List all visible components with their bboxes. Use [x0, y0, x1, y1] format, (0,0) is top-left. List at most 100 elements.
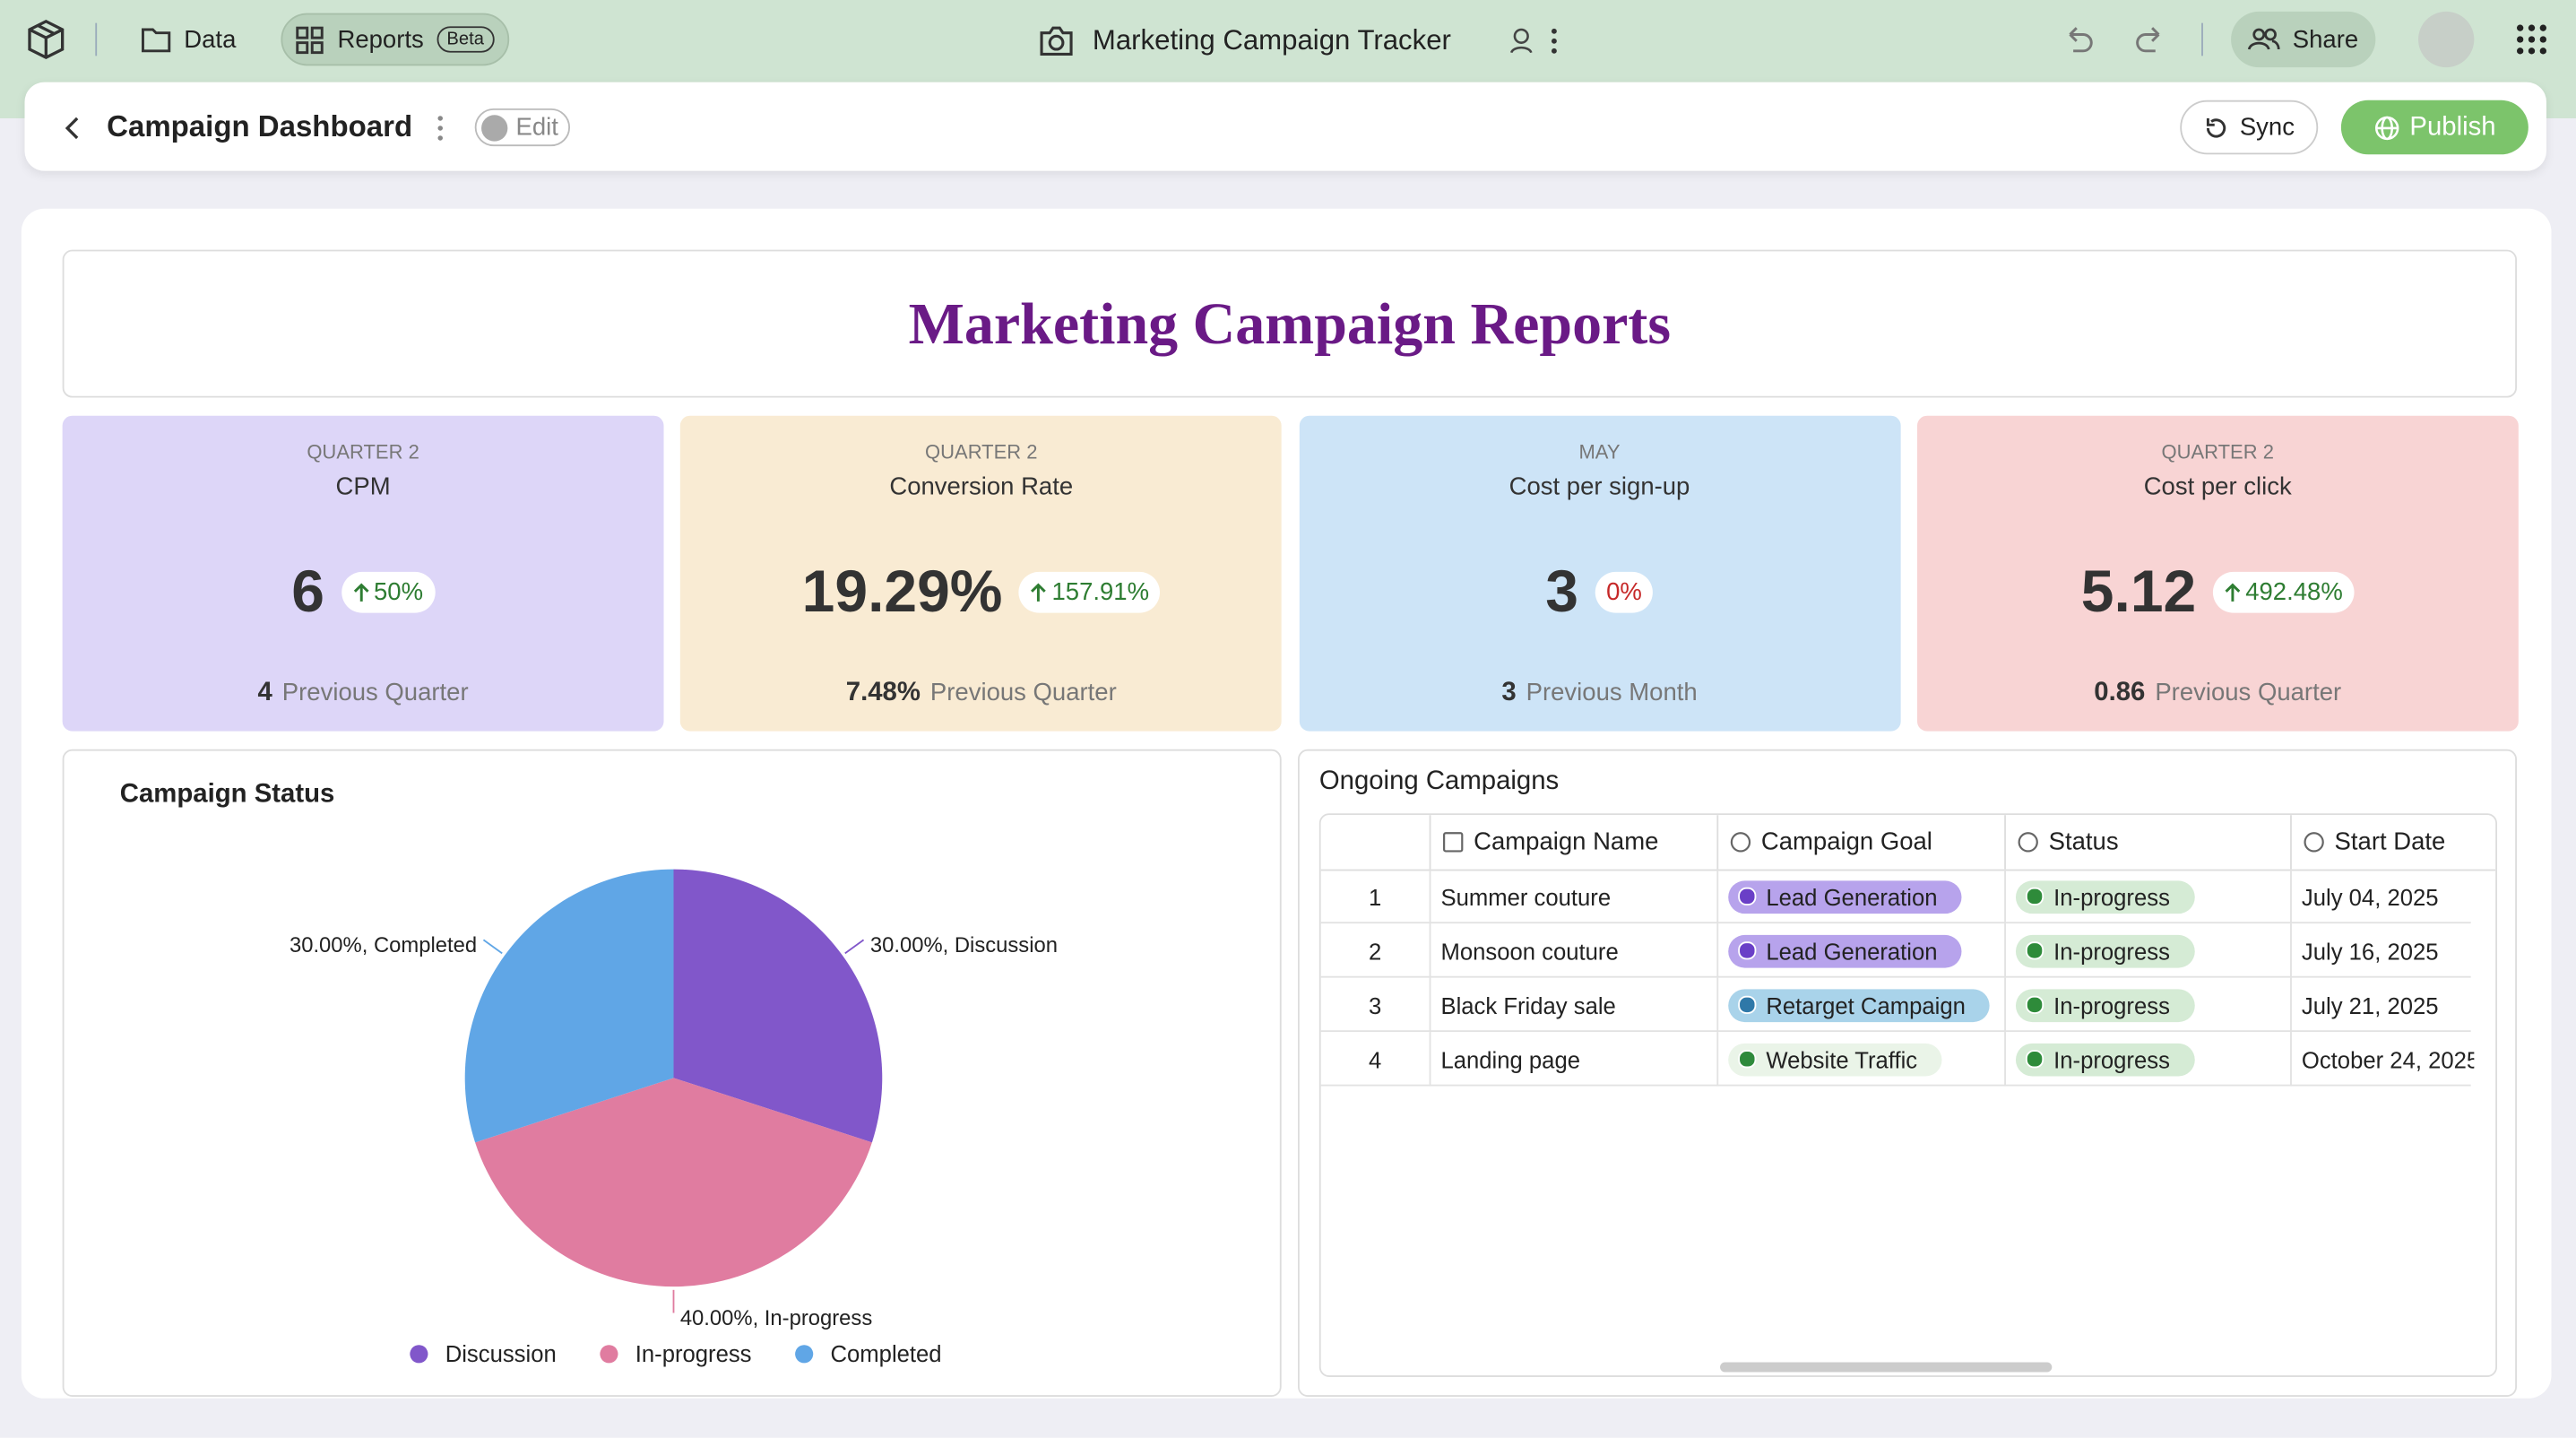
nav-label: Reports [337, 25, 424, 54]
menu-dots[interactable] [436, 113, 445, 143]
icon-shape [1443, 832, 1464, 853]
publish-button[interactable]: Publish [2340, 100, 2528, 155]
sync-icon [2207, 117, 2226, 137]
kpi-period: QUARTER 2 [307, 440, 419, 463]
kpi-card: MAY Cost per sign-up 3 0% 3 Previous Month [1299, 415, 1900, 732]
kpi-change: 492.48% [2212, 570, 2355, 612]
kpi-value: 3 [1545, 557, 1578, 625]
grid-icon [297, 25, 324, 54]
icon-shape [2304, 832, 2324, 853]
kpi-previous: 4 Previous Quarter [63, 679, 664, 708]
kpi-value-row: 19.29% 157.91% [680, 556, 1282, 628]
kpi-previous: 0.86 Previous Quarter [1917, 679, 2519, 708]
legend-marker [410, 1345, 428, 1364]
table-cell: Lead Generation [1716, 923, 2004, 978]
table-cell: In-progress [2004, 1032, 2290, 1087]
doc-actions[interactable] [1508, 26, 1564, 56]
kpi-name: Conversion Rate [889, 472, 1074, 502]
tag-dot [1738, 887, 1757, 905]
table: Campaign Name Campaign Goal Status Start Da… [1318, 813, 2498, 1377]
kpi-card: QUARTER 2 Cost per click 5.12 492.48% 0.86 Pr… [1916, 415, 2519, 732]
tag: Website Traffic [1728, 1042, 1942, 1076]
tag-dot [2025, 1050, 2044, 1069]
kpi-previous-value: 0.86 [2094, 678, 2146, 707]
nav-data[interactable]: Data [132, 13, 246, 66]
table-row [1320, 1032, 2471, 1087]
tag-dot [2025, 887, 2044, 905]
report-title: Marketing Campaign Reports [62, 249, 2518, 398]
pie-slice [673, 869, 883, 1143]
sync-button[interactable]: Sync [2180, 100, 2319, 155]
divider [95, 22, 98, 56]
kpi-previous-value: 7.48% [845, 678, 921, 707]
table-cell: Summer couture [1429, 869, 1717, 924]
edit-toggle[interactable]: Edit [474, 108, 571, 147]
cell-text: Landing page [1440, 1045, 1581, 1072]
tag: Lead Generation [1728, 879, 1963, 914]
data-label: 40.00%, In-progress [680, 1306, 873, 1330]
tag: Lead Generation [1728, 934, 1963, 967]
kpi-value-row: 5.12 492.48% [1917, 556, 2519, 628]
apps-icon[interactable] [2517, 24, 2546, 55]
table-cell: October 24, 2025 [2290, 1032, 2474, 1087]
table-cell: 3 [1321, 978, 1430, 1032]
kpi-period: QUARTER 2 [925, 440, 1038, 463]
kpi-change-text: 492.48% [2245, 577, 2343, 606]
data-label: 30.00%, Discussion [870, 933, 1058, 957]
kpi-change: 50% [341, 570, 435, 612]
tag: In-progress [2015, 934, 2195, 967]
kpi-previous: 7.48% Previous Quarter [680, 679, 1282, 708]
toolbar [24, 82, 2546, 171]
tag-dot [2025, 941, 2044, 960]
globe-icon [2374, 115, 2399, 140]
kpi-name: Cost per click [2143, 472, 2292, 502]
kpi-change: 157.91% [1018, 570, 1161, 612]
tag: Retarget Campaign [1728, 988, 1991, 1022]
column-icon [1730, 832, 1751, 853]
column-header: Status [2004, 815, 2290, 870]
dashboard [21, 208, 2552, 1399]
legend-marker [795, 1345, 814, 1364]
avatar[interactable] [2418, 11, 2475, 68]
kpi-change: 0% [1595, 570, 1654, 612]
tag: In-progress [2015, 1042, 2195, 1076]
undo-redo[interactable] [2063, 24, 2165, 54]
tag: In-progress [2015, 879, 2195, 914]
table-cell: Website Traffic [1716, 1032, 2004, 1087]
tag: In-progress [2015, 988, 2195, 1022]
logo [28, 19, 65, 59]
table-row [1320, 978, 2471, 1033]
sync-label: Sync [2239, 113, 2295, 142]
kpi-period: QUARTER 2 [2161, 440, 2274, 463]
column-label: Campaign Name [1474, 827, 1659, 856]
kpi-name: Cost per sign-up [1508, 472, 1690, 502]
kpi-previous-label: Previous Month [1526, 678, 1698, 707]
header-row [1320, 815, 2496, 871]
share-button[interactable]: Share [2231, 11, 2376, 68]
cell-text: July 16, 2025 [2301, 937, 2439, 964]
cell-text: Black Friday sale [1440, 992, 1616, 1018]
nav-reports[interactable]: Reports Beta [281, 13, 510, 66]
cell-text: 4 [1368, 1045, 1382, 1072]
legend-marker [600, 1345, 618, 1364]
kpi-period: MAY [1578, 440, 1621, 463]
icon-shape [1730, 832, 1751, 853]
kpi-name: CPM [335, 472, 391, 502]
kpi-previous-label: Previous Quarter [281, 678, 469, 707]
table-cell: 1 [1321, 870, 1430, 923]
scrollbar[interactable] [1720, 1362, 2053, 1373]
table-cell: 2 [1321, 923, 1430, 977]
cell-text: July 21, 2025 [2301, 992, 2439, 1018]
tag-label: In-progress [2053, 883, 2170, 910]
tag-label: In-progress [2053, 1045, 2170, 1072]
kpi-value: 5.12 [2080, 557, 2197, 625]
kpi-previous-label: Previous Quarter [2155, 678, 2342, 707]
back-button[interactable] [63, 115, 82, 141]
column-header: Campaign Goal [1716, 815, 2004, 870]
arrow-up [2225, 582, 2240, 601]
tag-label: Website Traffic [1766, 1045, 1918, 1072]
leader-line [844, 939, 865, 955]
arrow-up [352, 582, 368, 601]
legend-label: In-progress [635, 1342, 752, 1367]
doc-title: Marketing Campaign Tracker [1092, 24, 1451, 56]
